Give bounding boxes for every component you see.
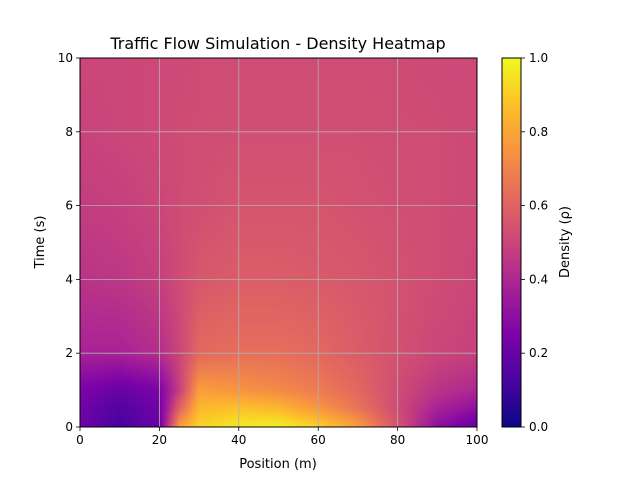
plot-frame bbox=[79, 57, 478, 428]
x-tick-label: 20 bbox=[152, 433, 167, 447]
y-tick-label: 6 bbox=[65, 199, 73, 213]
y-axis: 0 2 4 6 8 10 bbox=[58, 51, 80, 434]
y-tick-label: 4 bbox=[65, 272, 73, 286]
grid-lines bbox=[80, 58, 477, 427]
colorbar-tick-label: 1.0 bbox=[529, 51, 548, 65]
x-tick-label: 80 bbox=[390, 433, 405, 447]
colorbar-label: Density (ρ) bbox=[558, 206, 573, 278]
x-tick-label: 40 bbox=[231, 433, 246, 447]
colorbar-tick-label: 0.2 bbox=[529, 346, 548, 360]
x-axis: 0 20 40 60 80 100 bbox=[76, 427, 488, 447]
colorbar-tick-label: 0.6 bbox=[529, 199, 548, 213]
y-tick-label: 10 bbox=[58, 51, 73, 65]
y-tick-label: 8 bbox=[65, 125, 73, 139]
x-tick-label: 0 bbox=[76, 433, 84, 447]
chart-title: Traffic Flow Simulation - Density Heatma… bbox=[109, 34, 445, 53]
y-axis-label: Time (s) bbox=[33, 216, 48, 270]
x-tick-label: 60 bbox=[311, 433, 326, 447]
x-tick-label: 100 bbox=[466, 433, 489, 447]
heatmap-image bbox=[80, 58, 477, 427]
colorbar-gradient bbox=[502, 58, 521, 427]
colorbar-ticks: 0.0 0.2 0.4 0.6 0.8 1.0 bbox=[521, 51, 548, 434]
colorbar: 0.0 0.2 0.4 0.6 0.8 1.0 Density (ρ) bbox=[501, 51, 573, 434]
colorbar-tick-label: 0.0 bbox=[529, 420, 548, 434]
y-tick-label: 2 bbox=[65, 346, 73, 360]
heatmap-area bbox=[79, 57, 478, 428]
y-tick-label: 0 bbox=[65, 420, 73, 434]
colorbar-frame bbox=[501, 57, 522, 428]
x-axis-label: Position (m) bbox=[239, 457, 317, 472]
colorbar-tick-label: 0.4 bbox=[529, 272, 548, 286]
colorbar-tick-label: 0.8 bbox=[529, 125, 548, 139]
